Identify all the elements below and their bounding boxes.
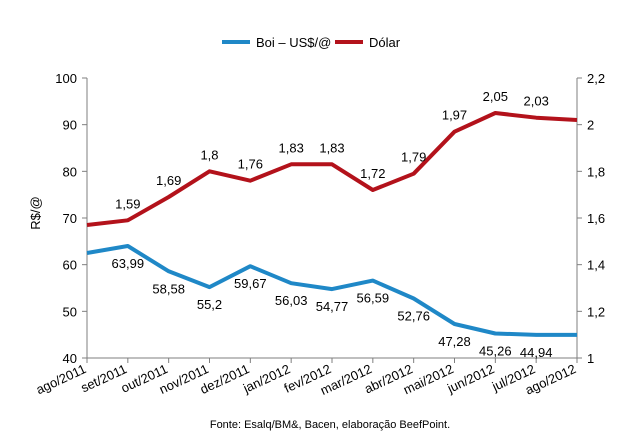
data-label-dolar: 1,72 (360, 166, 385, 181)
y2-tick-label: 1,2 (587, 304, 605, 319)
data-label-boi: 45,26 (479, 343, 512, 358)
x-tick-label: ago/2011 (34, 361, 89, 397)
data-label-dolar: 1,79 (401, 150, 426, 165)
data-label-dolar: 1,97 (442, 108, 467, 123)
data-label-dolar: 2,05 (483, 89, 508, 104)
y2-tick-label: 1,6 (587, 211, 605, 226)
y2-tick-label: 1 (587, 351, 594, 366)
legend-label-boi: Boi – US$/@ (256, 35, 331, 50)
y-tick-label: 70 (63, 211, 77, 226)
y-tick-label: 50 (63, 304, 77, 319)
series-group (86, 111, 578, 337)
y-tick-label: 100 (55, 71, 77, 86)
data-labels: 63,99 58,58 55,2 59,67 56,03 54,77 56,59 52,76 4… (112, 89, 553, 360)
data-label-boi: 56,59 (357, 291, 390, 306)
x-tick-label: jun/2012 (444, 361, 496, 396)
series-line-dolar (86, 111, 578, 227)
legend: Boi – US$/@ Dólar (222, 35, 401, 50)
data-label-dolar: 1,69 (156, 173, 181, 188)
data-label-dolar: 1,83 (319, 140, 344, 155)
data-label-dolar: 1,59 (115, 196, 140, 211)
data-label-dolar: 1,8 (200, 147, 218, 162)
y2-tick-label: 1,8 (587, 164, 605, 179)
data-label-boi: 55,2 (197, 297, 222, 312)
data-label-boi: 54,77 (316, 299, 349, 314)
y2-tick-label: 2,2 (587, 71, 605, 86)
data-label-boi: 52,76 (397, 308, 430, 323)
source-note: Fonte: Esalq/BM&, Bacen, elaboração Beef… (210, 419, 450, 431)
data-label-dolar: 2,03 (524, 94, 549, 109)
y-axis-label: R$/@ (28, 196, 43, 229)
y2-tick-label: 2 (587, 118, 594, 133)
y2-tick-label: 1,4 (587, 258, 605, 273)
data-label-boi: 47,28 (438, 334, 471, 349)
y-tick-label: 40 (63, 351, 77, 366)
y-tick-label: 60 (63, 258, 77, 273)
data-label-boi: 58,58 (152, 281, 185, 296)
data-label-dolar: 1,83 (279, 140, 304, 155)
x-tick-label: jan/2012 (240, 361, 292, 396)
data-label-boi: 59,67 (234, 276, 267, 291)
data-label-boi: 44,94 (520, 345, 553, 360)
data-label-boi: 63,99 (112, 256, 145, 271)
y-tick-label: 90 (63, 118, 77, 133)
data-label-boi: 56,03 (275, 293, 308, 308)
y-tick-label: 80 (63, 164, 77, 179)
data-label-dolar: 1,76 (238, 157, 263, 172)
series-line-boi (86, 244, 577, 337)
legend-label-dolar: Dólar (369, 35, 401, 50)
